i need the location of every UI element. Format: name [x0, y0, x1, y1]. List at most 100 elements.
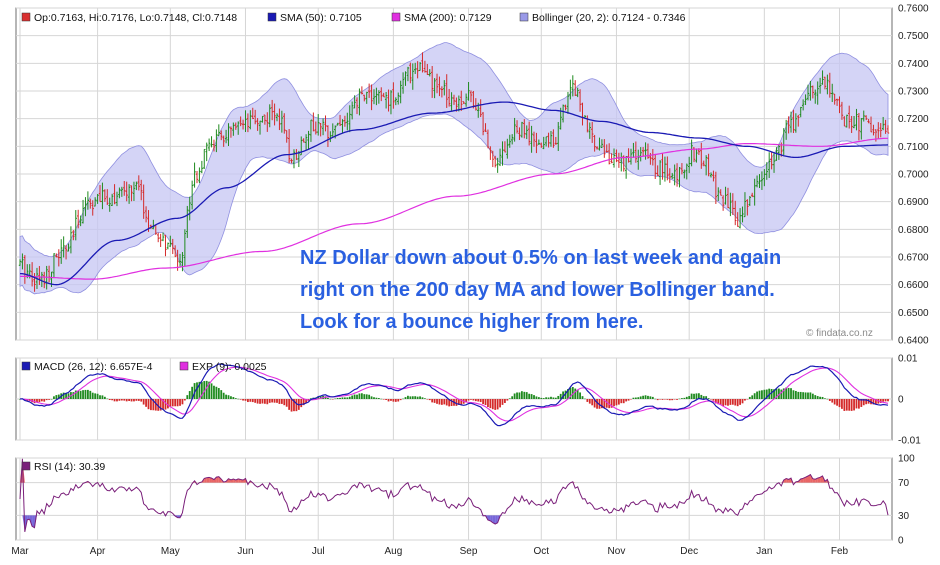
macd-hist-bar: [810, 392, 812, 399]
macd-hist-bar: [492, 399, 494, 409]
rsi-oversold-fill: [32, 515, 34, 527]
macd-hist-bar: [511, 396, 513, 399]
annotation-line-1: NZ Dollar down about 0.5% on last week a…: [300, 247, 781, 269]
macd-hist-bar: [215, 387, 217, 399]
macd-hist-bar: [814, 395, 816, 399]
x-tick-label: Jul: [312, 546, 325, 557]
macd-hist-bar: [472, 399, 474, 400]
annotation-line-3: Look for a bounce higher from here.: [300, 311, 643, 333]
macd-hist-bar: [167, 399, 169, 408]
macd-hist-bar: [669, 399, 671, 400]
macd-hist-bar: [574, 389, 576, 399]
rsi-overbought-fill: [216, 477, 218, 483]
macd-hist-bar: [109, 399, 111, 400]
macd-hist-bar: [388, 399, 390, 401]
y-tick-label: 0.7500: [898, 31, 929, 42]
macd-hist-bar: [708, 398, 710, 399]
macd-hist-bar: [332, 399, 334, 400]
macd-hist-bar: [133, 399, 135, 401]
macd-hist-bar: [848, 399, 850, 411]
macd-hist-bar: [645, 395, 647, 399]
macd-hist-bar: [683, 398, 685, 399]
macd-hist-bar: [43, 399, 45, 402]
macd-hist-bar: [795, 391, 797, 399]
macd-hist-bar: [671, 399, 673, 400]
macd-hist-bar: [516, 392, 518, 399]
macd-hist-bar: [509, 398, 511, 399]
macd-hist-bar: [38, 399, 40, 402]
macd-hist-bar: [271, 399, 273, 402]
macd-hist-bar: [763, 390, 765, 399]
macd-hist-bar: [722, 399, 724, 406]
macd-hist-bar: [647, 396, 649, 399]
macd-hist-bar: [630, 399, 632, 400]
macd-hist-bar: [104, 397, 106, 399]
macd-hist-bar: [337, 398, 339, 399]
swatch-rsi: [22, 462, 30, 470]
macd-hist-bar: [856, 399, 858, 408]
macd-hist-bar: [664, 399, 666, 400]
macd-hist-bar: [623, 399, 625, 403]
macd-hist-bar: [402, 399, 404, 400]
macd-hist-bar: [545, 397, 547, 399]
macd-hist-bar: [218, 388, 220, 399]
y-tick-label: 0.6900: [898, 197, 929, 208]
macd-hist-bar: [613, 399, 615, 406]
macd-hist-bar: [206, 381, 208, 399]
legend-rsi: RSI (14): 30.39: [34, 461, 105, 473]
macd-hist-bar: [579, 392, 581, 399]
watermark: © findata.co.nz: [806, 328, 873, 339]
y-tick-label: 0.7000: [898, 170, 929, 181]
macd-hist-bar: [102, 395, 104, 399]
macd-hist-bar: [368, 395, 370, 399]
macd-hist-bar: [749, 397, 751, 399]
macd-hist-bar: [553, 397, 555, 399]
macd-hist-bar: [523, 392, 525, 399]
macd-hist-bar: [759, 391, 761, 399]
macd-hist-bar: [788, 388, 790, 399]
macd-hist-bar: [526, 392, 528, 399]
macd-hist-bar: [359, 393, 361, 399]
macd-hist-bar: [230, 396, 232, 399]
macd-hist-bar: [89, 391, 91, 399]
macd-hist-bar: [489, 399, 491, 408]
y-tick-label: 0: [898, 536, 904, 547]
macd-hist-bar: [53, 396, 55, 399]
macd-hist-bar: [822, 397, 824, 399]
macd-hist-bar: [499, 399, 501, 407]
macd-hist-bar: [240, 399, 242, 400]
macd-hist-bar: [826, 399, 828, 400]
y-tick-label: 70: [898, 478, 910, 489]
rsi-panel: [16, 458, 892, 540]
macd-hist-bar: [662, 399, 664, 400]
macd-hist-bar: [259, 399, 261, 404]
macd-hist-bar: [361, 393, 363, 399]
macd-hist-bar: [439, 399, 441, 404]
macd-hist-bar: [412, 396, 414, 399]
macd-hist-bar: [342, 397, 344, 399]
macd-hist-bar: [80, 391, 82, 399]
macd-hist-bar: [654, 399, 656, 400]
macd-hist-bar: [237, 399, 239, 400]
macd-hist-bar: [111, 399, 113, 400]
macd-hist-bar: [555, 398, 557, 399]
macd-hist-bar: [211, 383, 213, 399]
macd-hist-bar: [252, 399, 254, 402]
macd-hist-bar: [780, 390, 782, 399]
macd-hist-bar: [329, 399, 331, 400]
macd-hist-bar: [616, 399, 618, 405]
macd-hist-bar: [713, 399, 715, 401]
macd-hist-bar: [182, 399, 184, 404]
macd-hist-bar: [300, 399, 302, 407]
macd-hist-bar: [858, 399, 860, 409]
x-tick-label: May: [161, 546, 180, 557]
macd-hist-bar: [283, 399, 285, 405]
y-tick-label: 0.6800: [898, 225, 929, 236]
macd-hist-bar: [85, 390, 87, 399]
y-tick-label: 0.6400: [898, 336, 929, 347]
macd-hist-bar: [409, 396, 411, 399]
macd-hist-bar: [434, 399, 436, 403]
x-tick-label: Aug: [384, 546, 402, 557]
macd-hist-bar: [793, 390, 795, 399]
